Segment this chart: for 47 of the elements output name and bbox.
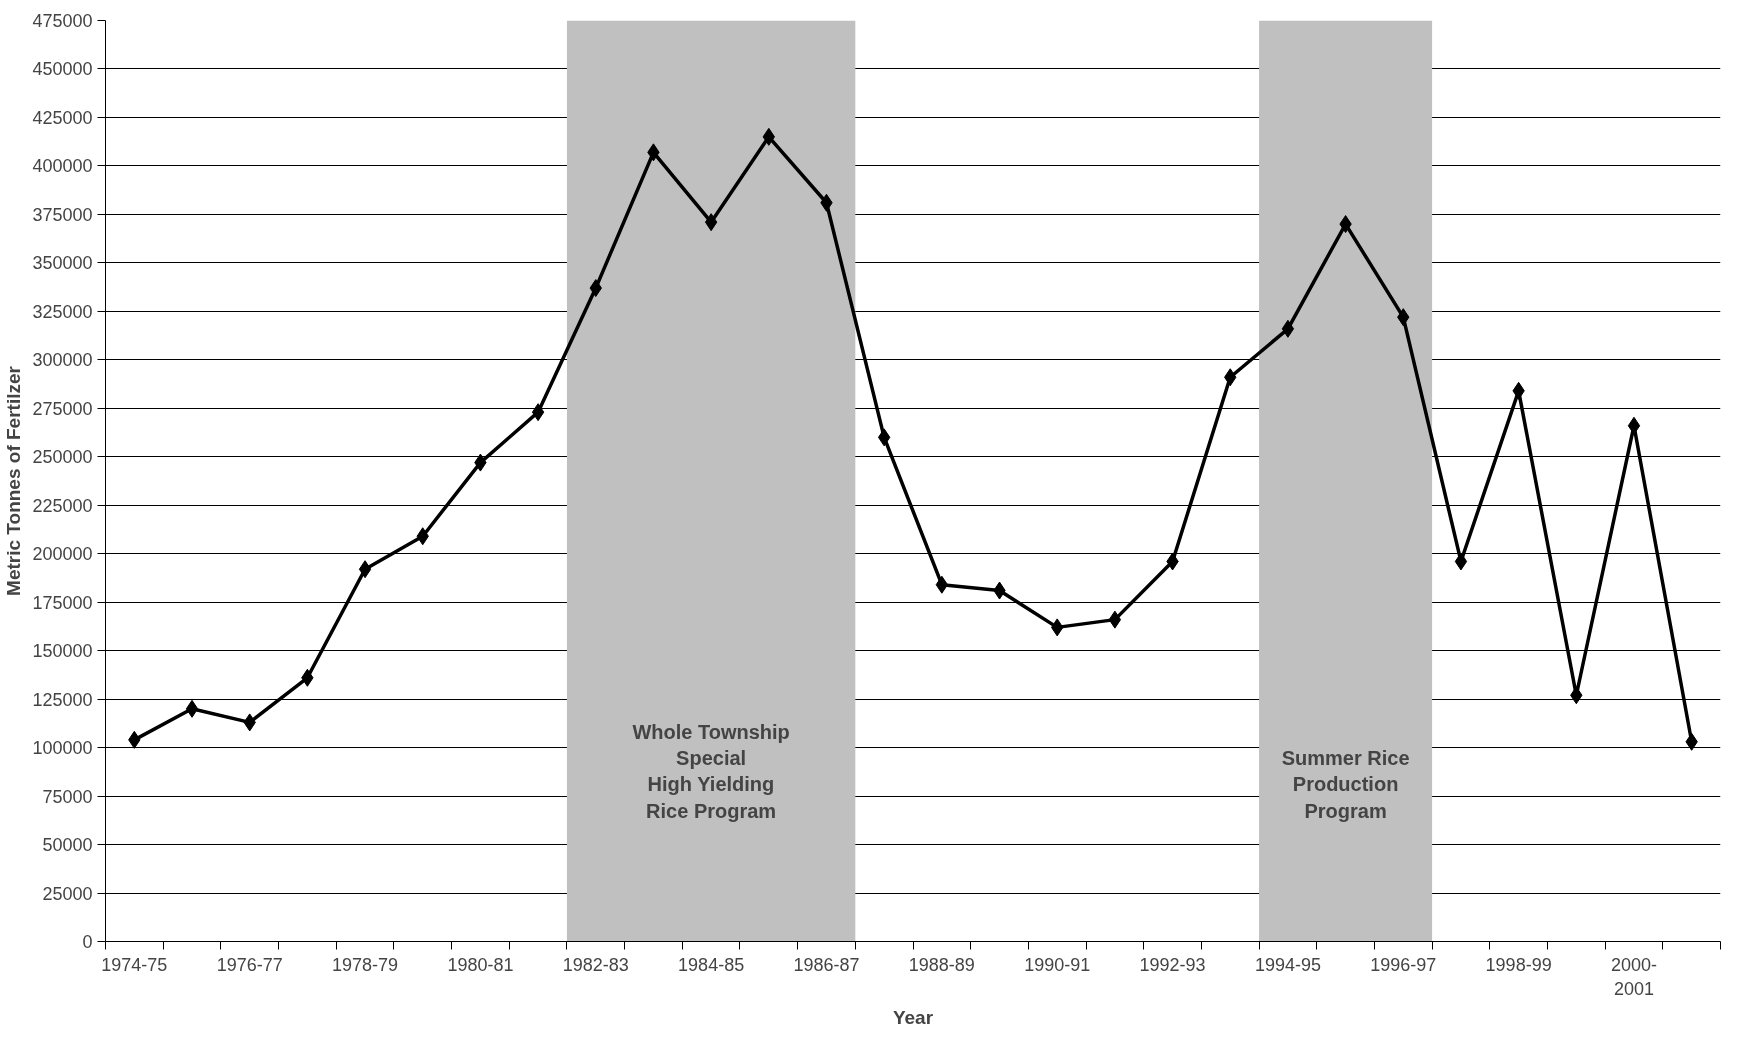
x-tick-label: 1994-95 (1254, 954, 1321, 975)
y-tick-label: 175000 (32, 592, 93, 613)
x-tick-label: 1998-99 (1485, 954, 1552, 975)
point (1108, 610, 1122, 629)
point (531, 403, 545, 422)
y-tick-label: 350000 (32, 253, 93, 274)
x-tick-label: 1978-79 (332, 954, 399, 975)
y-tick-label: 25000 (42, 883, 93, 904)
y-tick-label: 375000 (32, 204, 93, 225)
point (704, 213, 718, 232)
y-tick-label: 275000 (32, 398, 93, 419)
y-tick-label: 75000 (42, 786, 93, 807)
x-tick-label: 2000- 2001 (1610, 954, 1658, 999)
band-label: Whole Township Special High Yielding Rice Program (632, 720, 790, 822)
y-tick-label: 450000 (32, 59, 93, 80)
x-axis-title: Year (892, 1006, 934, 1028)
y-tick-label: 150000 (32, 641, 93, 662)
y-tick-label: 0 (82, 932, 93, 952)
x-tick-label: 1986-87 (793, 954, 860, 975)
x-tick-label: 1996-97 (1370, 954, 1437, 975)
point (1454, 552, 1468, 571)
y-tick-label: 200000 (32, 544, 93, 565)
x-tick-label: 1988-89 (908, 954, 975, 975)
x-tick-label: 1980-81 (447, 954, 514, 975)
point (358, 560, 372, 579)
y-tick-label: 475000 (32, 11, 93, 31)
y-tick-label: 325000 (32, 301, 93, 322)
y-tick-label: 100000 (32, 738, 93, 759)
y-tick-label: 125000 (32, 689, 93, 710)
x-tick-label: 1974-75 (101, 954, 168, 975)
y-axis-title: Metric Tonnes of Fertilzer (3, 365, 25, 596)
band-label: Summer Rice Production Program (1281, 746, 1410, 822)
x-tick-label: 1990-91 (1024, 954, 1091, 975)
x-tick-label: 1976-77 (216, 954, 283, 975)
y-tick-label: 250000 (32, 447, 93, 468)
y-tick-label: 225000 (32, 495, 93, 516)
point (185, 699, 199, 718)
point (877, 428, 891, 447)
y-tick-label: 400000 (32, 156, 93, 177)
x-tick-label: 1992-93 (1139, 954, 1206, 975)
y-tick-label: 300000 (32, 350, 93, 371)
y-tick-label: 50000 (42, 835, 93, 856)
x-tick-label: 1984-85 (678, 954, 745, 975)
x-tick-label: 1982-83 (562, 954, 629, 975)
y-tick-label: 425000 (32, 107, 93, 128)
point (1281, 319, 1295, 338)
point (935, 575, 949, 594)
